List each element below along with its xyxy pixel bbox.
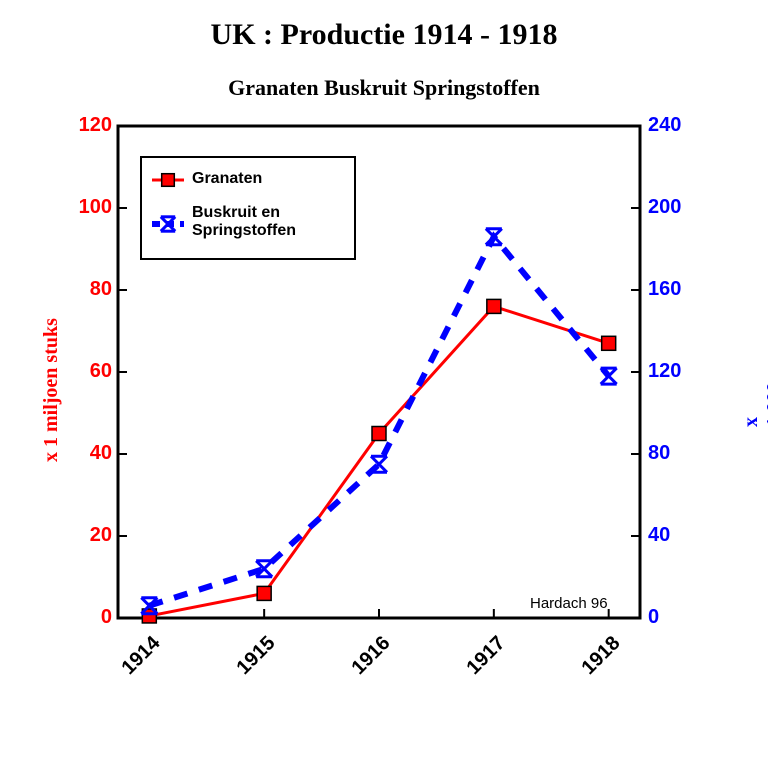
y1-tick-label: 100 [79,196,112,219]
y2-tick-label: 40 [648,524,670,547]
legend-entry-label: Buskruit en Springstoffen [192,204,296,239]
y2-tick-label: 120 [648,360,681,383]
y2-tick-label: 160 [648,278,681,301]
y2-tick-label: 240 [648,114,681,137]
y2-tick-label: 0 [648,606,659,629]
y2-axis-title: x 1.000 ton [740,382,768,427]
y1-tick-label: 20 [90,524,112,547]
y1-tick-label: 40 [90,442,112,465]
y2-tick-label: 200 [648,196,681,219]
y1-axis-title: x 1 miljoen stuks [40,318,63,462]
legend-entry-label: Granaten [192,170,262,188]
source-label: Hardach 96 [530,595,608,612]
y1-tick-label: 60 [90,360,112,383]
y1-tick-label: 0 [101,606,112,629]
y2-tick-label: 80 [648,442,670,465]
y1-tick-label: 80 [90,278,112,301]
y1-tick-label: 120 [79,114,112,137]
